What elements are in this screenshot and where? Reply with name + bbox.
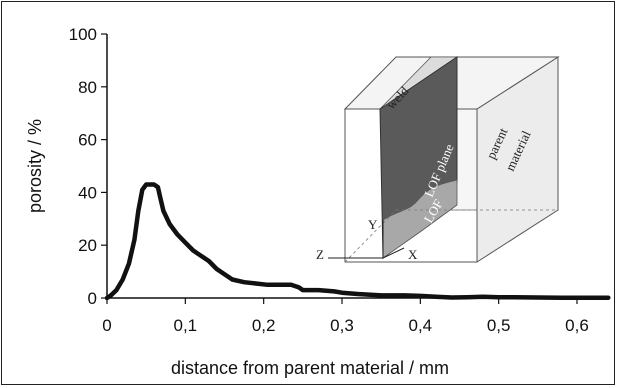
- lof-region: [382, 179, 458, 259]
- y-tick-label: 60: [78, 131, 97, 150]
- x-tick-label: 0,5: [487, 316, 511, 335]
- x-tick-label: 0,6: [565, 316, 589, 335]
- y-tick-label: 100: [69, 25, 97, 44]
- y-ticks: 0 20 40 60 80 100: [69, 25, 107, 308]
- y-tick-label: 40: [78, 183, 97, 202]
- x-tick-label: 0,2: [252, 316, 276, 335]
- x-axis-label: distance from parent material / mm: [171, 358, 449, 378]
- label-y-axis: Y: [368, 217, 378, 232]
- hidden-edge-1: [344, 209, 397, 263]
- x-tick-label: 0,3: [330, 316, 354, 335]
- x-tick-label: 0,1: [174, 316, 198, 335]
- label-z-axis: Z: [316, 247, 324, 262]
- y-axis-label: porosity / %: [25, 119, 45, 213]
- y-tick-label: 0: [88, 289, 97, 308]
- x-tick-label: 0: [102, 316, 111, 335]
- porosity-line: [104, 182, 611, 301]
- x-ticks: 0 0,1 0,2 0,3 0,4 0,5 0,6: [102, 298, 589, 335]
- y-tick-label: 80: [78, 78, 97, 97]
- weld-box-inset: weld LOF plane LOF parent material Y Z X: [316, 56, 560, 263]
- x-axis-arrow: [382, 247, 405, 259]
- y-tick-label: 20: [78, 236, 97, 255]
- label-x-axis: X: [408, 247, 418, 262]
- x-tick-label: 0,4: [409, 316, 433, 335]
